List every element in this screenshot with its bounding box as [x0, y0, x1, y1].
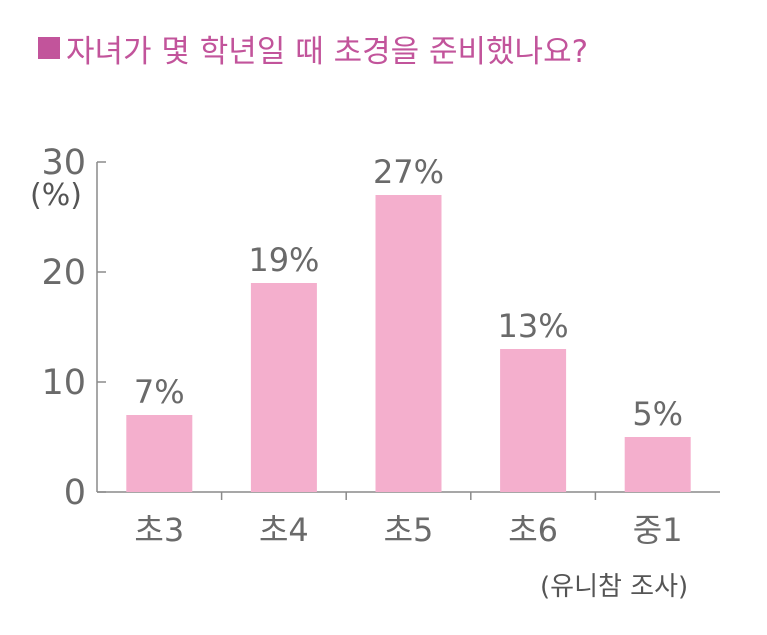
x-tick-label: 초6 [508, 511, 558, 549]
x-tick-label: 초4 [259, 511, 309, 549]
y-tick-label: 30 [41, 143, 86, 183]
bar [126, 415, 193, 492]
chart-title: 자녀가 몇 학년일 때 초경을 준비했나요? [38, 28, 589, 70]
bar [624, 437, 691, 492]
y-tick-label: 10 [41, 363, 86, 403]
y-tick-label: 0 [64, 473, 86, 513]
x-tick-label: 중1 [633, 511, 683, 549]
x-tick-label: 초3 [134, 511, 184, 549]
y-axis-unit-label: (%) [30, 178, 82, 213]
bar [250, 283, 317, 492]
y-tick-label: 20 [41, 253, 86, 293]
bar [500, 349, 567, 492]
data-label: 27% [373, 153, 444, 191]
data-label: 5% [632, 395, 683, 433]
data-label: 19% [248, 241, 319, 279]
chart-title-text: 자녀가 몇 학년일 때 초경을 준비했나요? [66, 33, 589, 70]
data-label: 13% [498, 307, 569, 345]
source-note: (유니참 조사) [540, 572, 689, 602]
bar [375, 195, 442, 492]
square-bullet-icon [38, 37, 60, 59]
data-label: 7% [134, 373, 185, 411]
x-tick-label: 초5 [384, 511, 434, 549]
